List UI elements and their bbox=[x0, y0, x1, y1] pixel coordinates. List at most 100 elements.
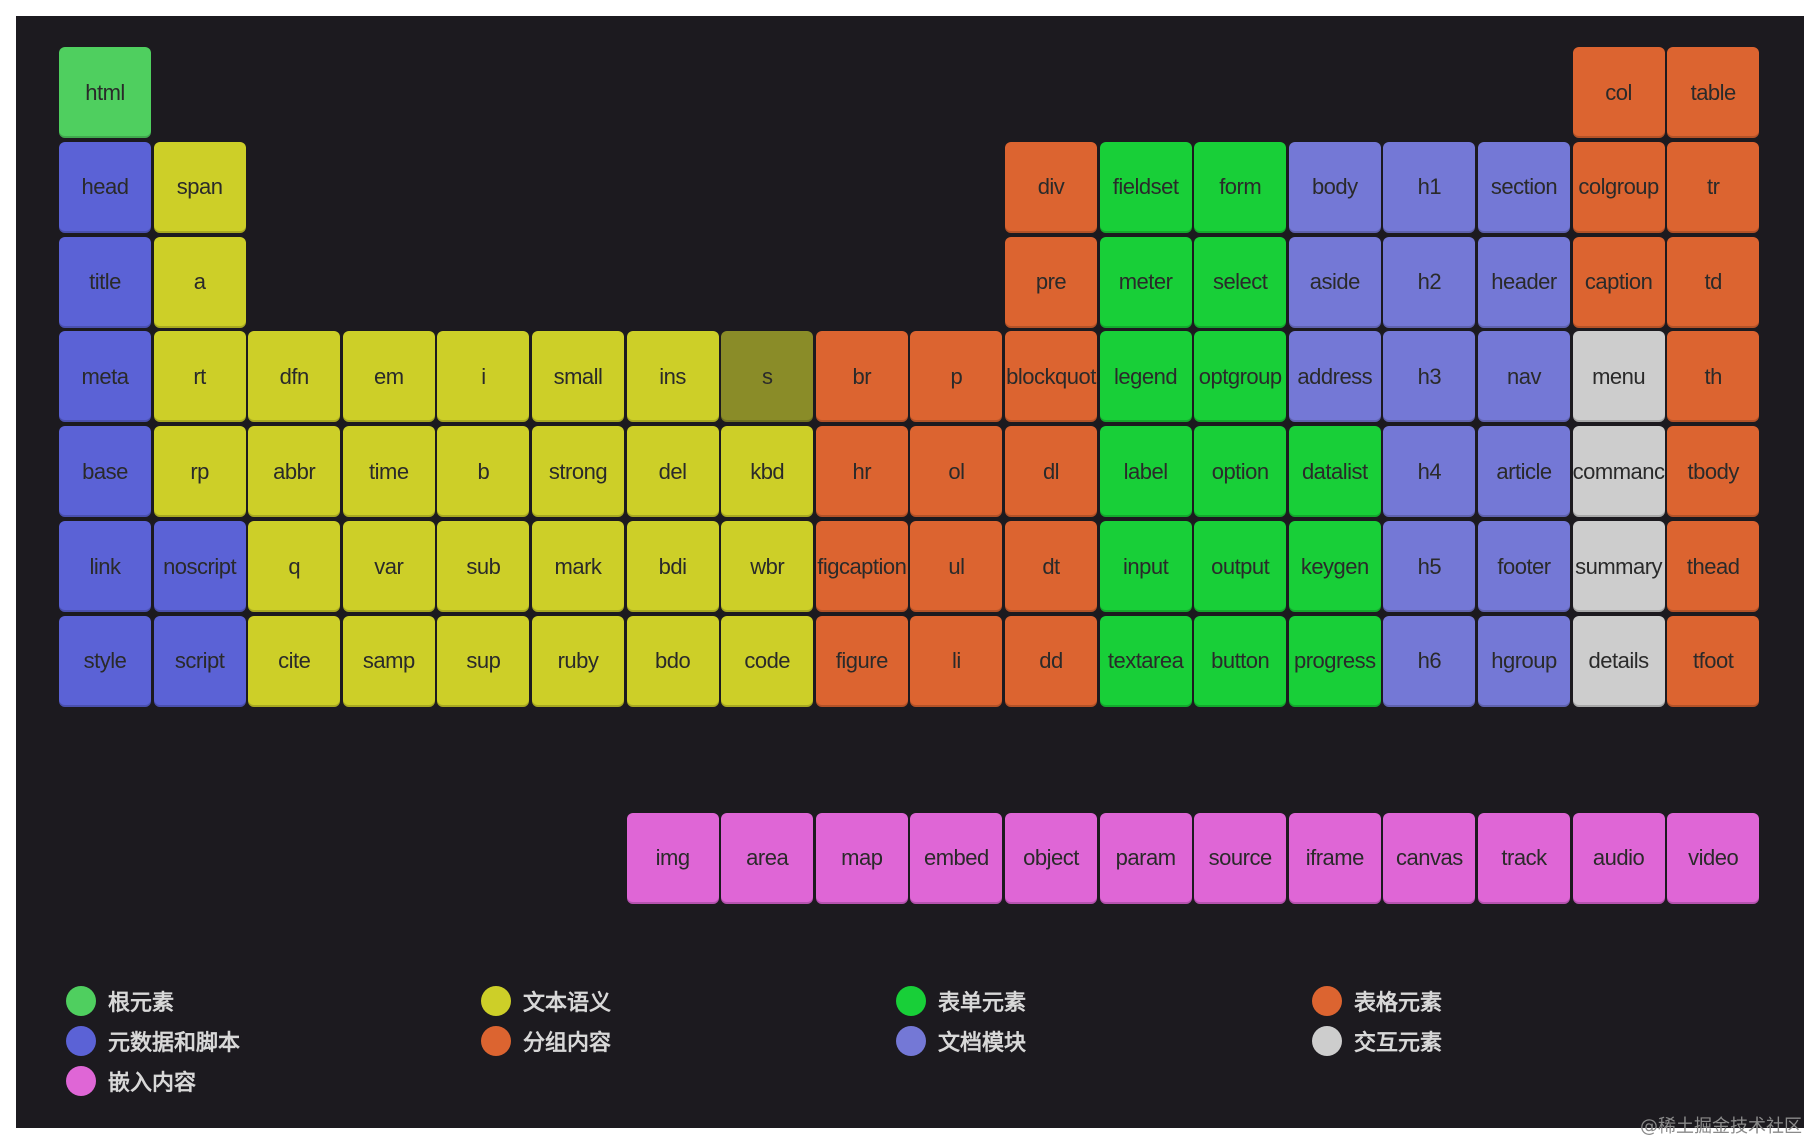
element-tile-time: time bbox=[342, 426, 435, 518]
legend-item-group: 分组内容 bbox=[481, 1024, 611, 1058]
element-tile-a: a bbox=[153, 236, 246, 328]
element-tile-em: em bbox=[342, 331, 435, 423]
element-tile-div: div bbox=[1005, 141, 1097, 233]
element-tile-script: script bbox=[153, 615, 246, 707]
element-tile-select: select bbox=[1194, 236, 1287, 328]
element-tile-audio: audio bbox=[1572, 812, 1665, 904]
element-tile-meter: meter bbox=[1099, 236, 1192, 328]
element-tile-details: details bbox=[1572, 615, 1665, 707]
element-tile-dt: dt bbox=[1005, 521, 1097, 612]
element-tile-figcaption: figcaption bbox=[815, 521, 908, 612]
legend-swatch-icon bbox=[1312, 986, 1342, 1016]
element-tile-dl: dl bbox=[1005, 426, 1097, 518]
element-tile-cite: cite bbox=[248, 615, 341, 707]
element-tile-hgroup: hgroup bbox=[1478, 615, 1570, 707]
element-tile-option: option bbox=[1194, 426, 1287, 518]
legend-label: 文本语义 bbox=[523, 991, 612, 1016]
element-tile-footer: footer bbox=[1478, 521, 1570, 612]
element-tile-button: button bbox=[1194, 615, 1287, 707]
element-tile-ruby: ruby bbox=[532, 615, 624, 707]
legend-label: 分组内容 bbox=[523, 1031, 612, 1056]
element-tile-html: html bbox=[59, 47, 151, 138]
element-tile-td: td bbox=[1667, 236, 1760, 328]
legend-item-section: 文档模块 bbox=[896, 1024, 1026, 1058]
element-tile-title: title bbox=[59, 236, 151, 328]
element-tile-ul: ul bbox=[910, 521, 1003, 612]
legend-label: 元数据和脚本 bbox=[108, 1031, 241, 1056]
element-tile-body: body bbox=[1288, 141, 1381, 233]
element-tile-param: param bbox=[1099, 812, 1192, 904]
legend-label: 根元素 bbox=[108, 991, 175, 1016]
element-tile-h2: h2 bbox=[1383, 236, 1476, 328]
element-tile-p: p bbox=[910, 331, 1003, 423]
element-tile-head: head bbox=[59, 141, 151, 233]
element-tile-tr: tr bbox=[1667, 141, 1760, 233]
element-tile-h5: h5 bbox=[1383, 521, 1476, 612]
element-tile-col: col bbox=[1572, 47, 1665, 138]
element-tile-map: map bbox=[815, 812, 908, 904]
legend-swatch-icon bbox=[481, 986, 511, 1016]
legend-label: 表单元素 bbox=[938, 991, 1027, 1016]
element-tile-table: table bbox=[1667, 47, 1760, 138]
element-tile-q: q bbox=[248, 521, 341, 612]
element-tile-sup: sup bbox=[437, 615, 530, 707]
element-tile-dd: dd bbox=[1005, 615, 1097, 707]
element-tile-rp: rp bbox=[153, 426, 246, 518]
element-tile-keygen: keygen bbox=[1288, 521, 1381, 612]
element-tile-aside: aside bbox=[1288, 236, 1381, 328]
element-tile-tfoot: tfoot bbox=[1667, 615, 1760, 707]
element-tile-var: var bbox=[342, 521, 435, 612]
element-tile-embed: embed bbox=[910, 812, 1003, 904]
element-tile-fieldset: fieldset bbox=[1099, 141, 1192, 233]
element-tile-kbd: kbd bbox=[721, 426, 814, 518]
legend-label: 表格元素 bbox=[1354, 991, 1443, 1016]
legend-swatch-icon bbox=[896, 986, 926, 1016]
element-tile-progress: progress bbox=[1288, 615, 1381, 707]
element-tile-source: source bbox=[1194, 812, 1287, 904]
element-tile-ins: ins bbox=[626, 331, 719, 423]
element-tile-bdi: bdi bbox=[626, 521, 719, 612]
element-tile-datalist: datalist bbox=[1288, 426, 1381, 518]
element-tile-form: form bbox=[1194, 141, 1287, 233]
element-tile-blockquot: blockquot bbox=[1005, 331, 1097, 423]
element-tile-caption: caption bbox=[1572, 236, 1665, 328]
element-tile-label: label bbox=[1099, 426, 1192, 518]
element-tile-s: s bbox=[721, 331, 814, 423]
legend-label: 交互元素 bbox=[1354, 1031, 1443, 1056]
legend-swatch-icon bbox=[66, 1066, 96, 1096]
element-tile-noscript: noscript bbox=[153, 521, 246, 612]
legend-item-text: 文本语义 bbox=[481, 984, 611, 1018]
element-tile-canvas: canvas bbox=[1383, 812, 1476, 904]
element-tile-abbr: abbr bbox=[248, 426, 341, 518]
element-tile-section: section bbox=[1478, 141, 1570, 233]
element-tile-del: del bbox=[626, 426, 719, 518]
element-tile-iframe: iframe bbox=[1288, 812, 1381, 904]
element-tile-ol: ol bbox=[910, 426, 1003, 518]
element-tile-dfn: dfn bbox=[248, 331, 341, 423]
element-tile-thead: thead bbox=[1667, 521, 1760, 612]
element-tile-input: input bbox=[1099, 521, 1192, 612]
element-tile-h1: h1 bbox=[1383, 141, 1476, 233]
element-tile-meta: meta bbox=[59, 331, 151, 423]
element-tile-span: span bbox=[153, 141, 246, 233]
element-tile-h4: h4 bbox=[1383, 426, 1476, 518]
periodic-table-board: html col table head span div fieldset form body h… bbox=[16, 16, 1804, 1128]
element-tile-code: code bbox=[721, 615, 814, 707]
element-tile-textarea: textarea bbox=[1099, 615, 1192, 707]
element-tile-base: base bbox=[59, 426, 151, 518]
legend-label: 嵌入内容 bbox=[108, 1071, 197, 1096]
element-tile-img: img bbox=[626, 812, 719, 904]
element-tile-pre: pre bbox=[1005, 236, 1097, 328]
legend-item-form: 表单元素 bbox=[896, 984, 1026, 1018]
element-tile-tbody: tbody bbox=[1667, 426, 1760, 518]
element-tile-style: style bbox=[59, 615, 151, 707]
legend-swatch-icon bbox=[66, 986, 96, 1016]
legend-item-root: 根元素 bbox=[66, 984, 174, 1018]
element-tile-commanc: commanc bbox=[1572, 426, 1665, 518]
element-tile-mark: mark bbox=[532, 521, 624, 612]
legend-item-embedded: 嵌入内容 bbox=[66, 1064, 196, 1098]
element-tile-samp: samp bbox=[342, 615, 435, 707]
element-tile-article: article bbox=[1478, 426, 1570, 518]
legend-item-interactive: 交互元素 bbox=[1312, 1024, 1442, 1058]
element-tile-output: output bbox=[1194, 521, 1287, 612]
